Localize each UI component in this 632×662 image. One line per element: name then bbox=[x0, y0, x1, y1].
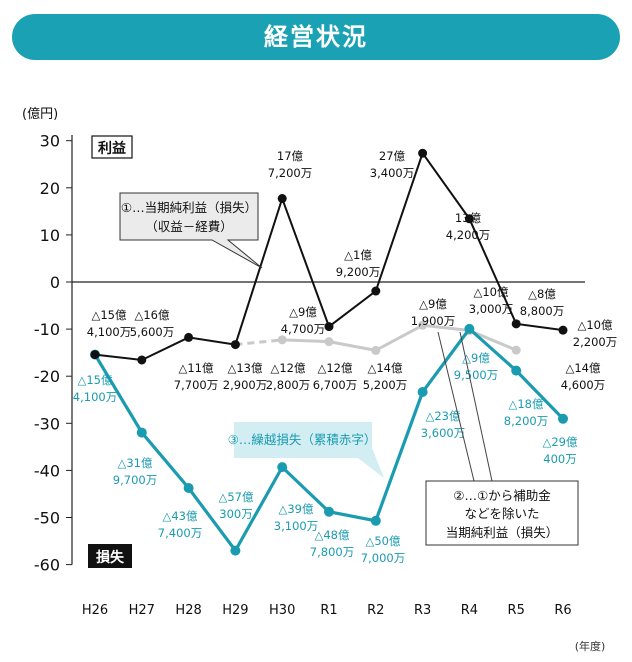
callout-net-line2: （収益－経費） bbox=[145, 219, 233, 234]
adjusted-point bbox=[324, 337, 334, 347]
net-data-label: △11億 7,700万 bbox=[174, 361, 218, 392]
cumulative-point bbox=[417, 387, 428, 398]
y-axis-label: (億円) bbox=[22, 106, 58, 122]
callout-adjusted-line1: ②…①から補助金 bbox=[453, 488, 551, 503]
loss-tag-box bbox=[88, 544, 132, 568]
callout-adjusted-box bbox=[425, 480, 579, 546]
cumulative-point bbox=[464, 323, 475, 334]
y-tick-label: -10 bbox=[34, 320, 60, 339]
cumulative-data-label: △15億 4,100万 bbox=[73, 373, 117, 404]
net-point bbox=[324, 322, 334, 332]
cumulative-data-label: △29億 400万 bbox=[543, 435, 578, 466]
callout-cumulative-text: ③…繰越損失（累積赤字） bbox=[228, 432, 377, 447]
net-data-label: △8億 8,800万 bbox=[520, 287, 564, 318]
net-data-label: △10億 2,200万 bbox=[573, 318, 617, 349]
callout-net-line1: ①…当期純利益（損失） bbox=[121, 200, 257, 215]
x-axis-label: (年度) bbox=[575, 639, 606, 653]
loss-tag: 損失 bbox=[96, 549, 125, 566]
cumulative-point bbox=[230, 545, 241, 556]
cumulative-data-label: △57億 300万 bbox=[219, 490, 254, 521]
callout-adjusted-line3: 当期純利益（損失） bbox=[446, 525, 559, 540]
x-tick-label: R5 bbox=[508, 603, 525, 618]
cumulative-point bbox=[558, 413, 568, 424]
net-point bbox=[277, 194, 287, 204]
net-data-label: △1億 9,200万 bbox=[336, 248, 380, 279]
y-tick-label: -50 bbox=[34, 509, 60, 528]
cumulative-data-label: △18億 8,200万 bbox=[504, 397, 548, 428]
net-point bbox=[137, 355, 147, 365]
y-tick-label: 0 bbox=[50, 273, 60, 292]
net-data-label: △15億 4,100万 bbox=[87, 308, 131, 339]
x-tick-label: R1 bbox=[320, 603, 337, 618]
net-data-label: △13億 2,900万 bbox=[223, 361, 267, 392]
adjusted-data-label: △9億 1,900万 bbox=[411, 297, 455, 328]
net-data-label: △16億 5,600万 bbox=[130, 308, 174, 339]
cumulative-data-label: △43億 7,400万 bbox=[158, 509, 202, 540]
y-tick-label: 30 bbox=[40, 132, 60, 151]
x-tick-label: H27 bbox=[129, 603, 155, 618]
y-tick-label: -40 bbox=[34, 461, 60, 480]
profit-tag-box bbox=[91, 135, 133, 159]
net-point bbox=[371, 286, 381, 296]
x-tick-label: H30 bbox=[269, 603, 295, 618]
adjusted-point bbox=[371, 345, 381, 355]
y-tick-label: 20 bbox=[40, 179, 60, 198]
net-point bbox=[511, 319, 521, 329]
y-tick-label: -60 bbox=[34, 556, 60, 575]
net-point bbox=[184, 332, 194, 342]
x-tick-label: R3 bbox=[414, 603, 431, 618]
cumulative-point bbox=[511, 365, 522, 376]
net-point bbox=[558, 325, 568, 335]
cumulative-data-label: △50億 7,000万 bbox=[361, 534, 405, 565]
cumulative-point bbox=[183, 483, 194, 494]
net-data-label: △9億 4,700万 bbox=[281, 305, 325, 336]
adjusted-data-label: △14億 5,200万 bbox=[363, 361, 407, 392]
adjusted-data-label: △10億 3,000万 bbox=[469, 285, 513, 316]
net-point bbox=[418, 148, 428, 158]
cumulative-data-label: △48億 7,800万 bbox=[310, 528, 354, 559]
callout-net-box bbox=[119, 192, 263, 269]
x-tick-label: R2 bbox=[367, 603, 384, 618]
x-tick-label: R6 bbox=[554, 603, 571, 618]
callout-adjusted-pointer-b bbox=[459, 331, 493, 482]
callout-adjusted-line2: などを除いた bbox=[464, 506, 539, 521]
profit-tag: 利益 bbox=[98, 140, 126, 157]
x-tick-label: H26 bbox=[82, 603, 108, 618]
adjusted-point bbox=[511, 345, 521, 355]
adjusted-connector bbox=[235, 338, 283, 347]
y-tick-label: 10 bbox=[40, 226, 60, 245]
net-point bbox=[90, 350, 100, 360]
net-point bbox=[464, 214, 474, 224]
net-data-label: 13億 4,200万 bbox=[446, 211, 490, 242]
cumulative-point bbox=[324, 506, 334, 517]
adjusted-data-label: △12億 6,700万 bbox=[313, 361, 357, 392]
net-data-label: 27億 3,400万 bbox=[370, 149, 414, 180]
net-point bbox=[230, 340, 240, 350]
x-tick-label: H28 bbox=[175, 603, 201, 618]
adjusted-data-label: △12億 2,800万 bbox=[266, 361, 310, 392]
cumulative-point bbox=[370, 515, 381, 526]
cumulative-data-label: △39億 3,100万 bbox=[274, 502, 318, 533]
x-tick-label: H29 bbox=[222, 603, 248, 618]
y-tick-label: -20 bbox=[34, 367, 60, 386]
y-tick-label: -30 bbox=[34, 414, 60, 433]
callout-adjusted-pointer-a bbox=[437, 331, 475, 482]
adjusted-point bbox=[418, 320, 428, 330]
title-banner: 経営状況 bbox=[12, 14, 620, 60]
callout-cumulative-box bbox=[234, 422, 384, 478]
adjusted-point bbox=[277, 335, 287, 345]
cumulative-data-label: △23億 3,600万 bbox=[421, 409, 465, 440]
x-tick-label: R4 bbox=[461, 603, 478, 618]
cumulative-point bbox=[136, 427, 147, 438]
page-title: 経営状況 bbox=[264, 23, 368, 51]
adjusted-data-label: △14億 4,600万 bbox=[561, 361, 605, 392]
cumulative-data-label: △9億 9,500万 bbox=[454, 351, 498, 382]
cumulative-data-label: △31億 9,700万 bbox=[113, 456, 157, 487]
cumulative-point bbox=[277, 462, 288, 473]
net-data-label: 17億 7,200万 bbox=[268, 149, 312, 180]
